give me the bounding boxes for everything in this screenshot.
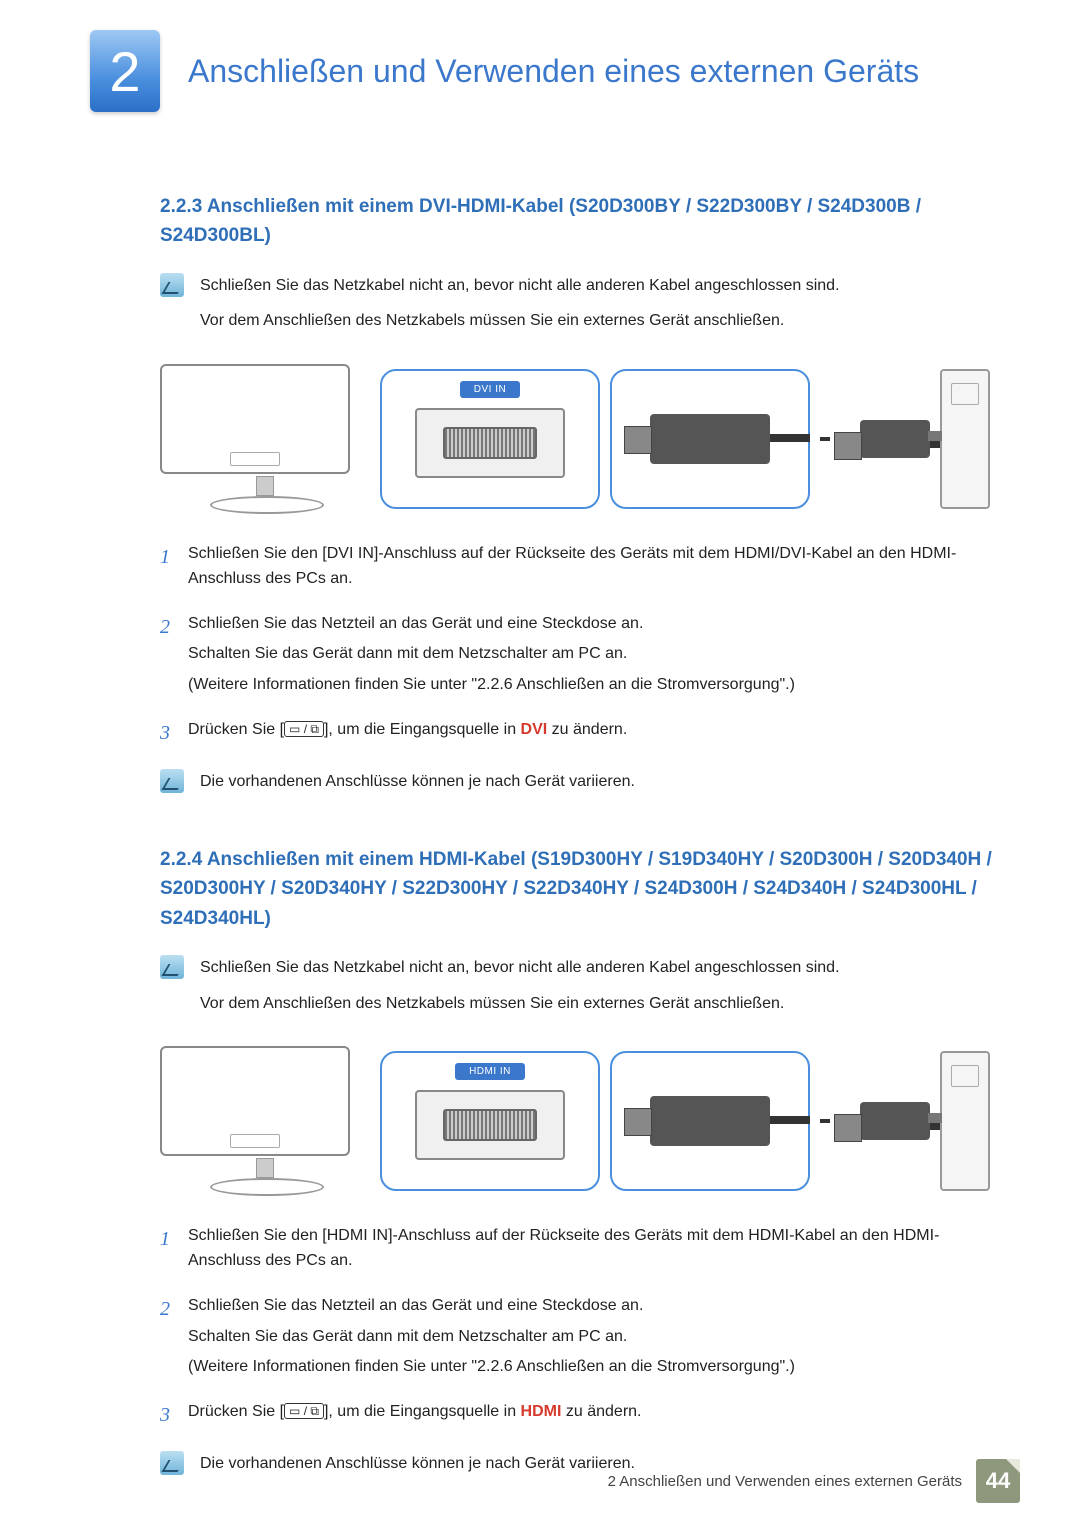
chapter-number: 2: [109, 39, 140, 104]
source-name: DVI: [521, 721, 548, 738]
step-item: 1 Schließen Sie den [HDMI IN]-Anschluss …: [160, 1224, 1010, 1280]
connection-diagram-dvi: DVI IN: [160, 364, 1010, 514]
step-line: Drücken Sie [▭ / ⧉], um die Eingangsquel…: [188, 1400, 642, 1425]
content-region: 2.2.3 Anschließen mit einem DVI-HDMI-Kab…: [0, 192, 1080, 1487]
step-body: Drücken Sie [▭ / ⧉], um die Eingangsquel…: [188, 718, 627, 749]
monitor-stand: [210, 1160, 320, 1196]
monitor-ports: [230, 1134, 280, 1148]
connection-diagram-hdmi: HDMI IN: [160, 1046, 1010, 1196]
note-text: Schließen Sie das Netzkabel nicht an, be…: [200, 273, 840, 344]
monitor-illustration: [160, 1046, 370, 1196]
text-fragment: ], um die Eingangsquelle in: [324, 721, 521, 738]
hdmi-port-illustration: [415, 1090, 565, 1160]
text-fragment: Drücken Sie [: [188, 1403, 284, 1420]
note-line: Die vorhandenen Anschlüsse können je nac…: [200, 769, 635, 795]
connector-panel: [610, 1051, 810, 1191]
note-text: Die vorhandenen Anschlüsse können je nac…: [200, 769, 635, 805]
page-corner-fold: [1006, 1459, 1020, 1473]
source-button-icon: ▭ / ⧉: [284, 1403, 324, 1419]
step-item: 3 Drücken Sie [▭ / ⧉], um die Eingangsqu…: [160, 718, 1010, 749]
section-heading-224: 2.2.4 Anschließen mit einem HDMI-Kabel (…: [160, 845, 1010, 933]
hdmi-connector-illustration: [860, 420, 930, 458]
note-block: Schließen Sie das Netzkabel nicht an, be…: [160, 955, 1010, 1026]
page-footer: 2 Anschließen und Verwenden eines extern…: [608, 1459, 1020, 1503]
step-body: Schließen Sie den [HDMI IN]-Anschluss au…: [188, 1224, 1010, 1280]
footer-text: 2 Anschließen und Verwenden eines extern…: [608, 1473, 962, 1490]
note-line: Vor dem Anschließen des Netzkabels müsse…: [200, 308, 840, 334]
text-fragment: zu ändern.: [561, 1403, 641, 1420]
step-body: Schließen Sie das Netzteil an das Gerät …: [188, 612, 795, 704]
step-item: 1 Schließen Sie den [DVI IN]-Anschluss a…: [160, 542, 1010, 598]
monitor-illustration: [160, 364, 370, 514]
step-item: 2 Schließen Sie das Netzteil an das Gerä…: [160, 612, 1010, 704]
step-line: Schließen Sie das Netzteil an das Gerät …: [188, 1294, 795, 1319]
page-header: 2 Anschließen und Verwenden eines extern…: [0, 0, 1080, 152]
chapter-number-badge: 2: [90, 30, 160, 112]
step-line: (Weitere Informationen finden Sie unter …: [188, 673, 795, 698]
port-panel: DVI IN: [380, 369, 600, 509]
dvi-port-illustration: [415, 408, 565, 478]
port-label: HDMI IN: [455, 1063, 525, 1080]
note-block: Schließen Sie das Netzkabel nicht an, be…: [160, 273, 1010, 344]
step-line: Schließen Sie den [DVI IN]-Anschluss auf…: [188, 542, 1010, 592]
source-button-icon: ▭ / ⧉: [284, 721, 324, 737]
text-fragment: ], um die Eingangsquelle in: [324, 1403, 521, 1420]
connector-panel: [610, 369, 810, 509]
note-text: Die vorhandenen Anschlüsse können je nac…: [200, 1451, 635, 1487]
step-item: 2 Schließen Sie das Netzteil an das Gerä…: [160, 1294, 1010, 1386]
page-number-badge: 44: [976, 1459, 1020, 1503]
step-body: Schließen Sie das Netzteil an das Gerät …: [188, 1294, 795, 1386]
step-item: 3 Drücken Sie [▭ / ⧉], um die Eingangsqu…: [160, 1400, 1010, 1431]
monitor-screen: [160, 1046, 350, 1156]
monitor-ports: [230, 452, 280, 466]
text-fragment: Drücken Sie [: [188, 721, 284, 738]
port-label: DVI IN: [460, 381, 520, 398]
step-number: 3: [160, 718, 188, 749]
step-list: 1 Schließen Sie den [HDMI IN]-Anschluss …: [160, 1224, 1010, 1431]
step-number: 1: [160, 542, 188, 598]
note-icon: [160, 955, 184, 979]
step-line: Drücken Sie [▭ / ⧉], um die Eingangsquel…: [188, 718, 627, 743]
note-text: Schließen Sie das Netzkabel nicht an, be…: [200, 955, 840, 1026]
step-line: (Weitere Informationen finden Sie unter …: [188, 1355, 795, 1380]
step-line: Schließen Sie den [HDMI IN]-Anschluss au…: [188, 1224, 1010, 1274]
step-number: 1: [160, 1224, 188, 1280]
note-icon: [160, 769, 184, 793]
hdmi-connector-illustration: [650, 1096, 770, 1146]
hdmi-connector-illustration: [650, 414, 770, 464]
step-body: Drücken Sie [▭ / ⧉], um die Eingangsquel…: [188, 1400, 642, 1431]
note-block: Die vorhandenen Anschlüsse können je nac…: [160, 769, 1010, 805]
note-icon: [160, 273, 184, 297]
step-number: 2: [160, 1294, 188, 1386]
step-list: 1 Schließen Sie den [DVI IN]-Anschluss a…: [160, 542, 1010, 749]
monitor-screen: [160, 364, 350, 474]
note-line: Schließen Sie das Netzkabel nicht an, be…: [200, 273, 840, 299]
step-line: Schließen Sie das Netzteil an das Gerät …: [188, 612, 795, 637]
note-line: Die vorhandenen Anschlüsse können je nac…: [200, 1451, 635, 1477]
step-line: Schalten Sie das Gerät dann mit dem Netz…: [188, 1325, 795, 1350]
pc-illustration: [940, 1051, 990, 1191]
source-name: HDMI: [521, 1403, 562, 1420]
pc-illustration: [940, 369, 990, 509]
note-line: Schließen Sie das Netzkabel nicht an, be…: [200, 955, 840, 981]
hdmi-connector-illustration: [860, 1102, 930, 1140]
step-number: 2: [160, 612, 188, 704]
text-fragment: zu ändern.: [547, 721, 627, 738]
section-heading-223: 2.2.3 Anschließen mit einem DVI-HDMI-Kab…: [160, 192, 1010, 251]
monitor-stand: [210, 478, 320, 514]
step-line: Schalten Sie das Gerät dann mit dem Netz…: [188, 642, 795, 667]
note-icon: [160, 1451, 184, 1475]
step-number: 3: [160, 1400, 188, 1431]
step-body: Schließen Sie den [DVI IN]-Anschluss auf…: [188, 542, 1010, 598]
note-line: Vor dem Anschließen des Netzkabels müsse…: [200, 991, 840, 1017]
port-panel: HDMI IN: [380, 1051, 600, 1191]
chapter-title: Anschließen und Verwenden eines externen…: [188, 51, 919, 91]
